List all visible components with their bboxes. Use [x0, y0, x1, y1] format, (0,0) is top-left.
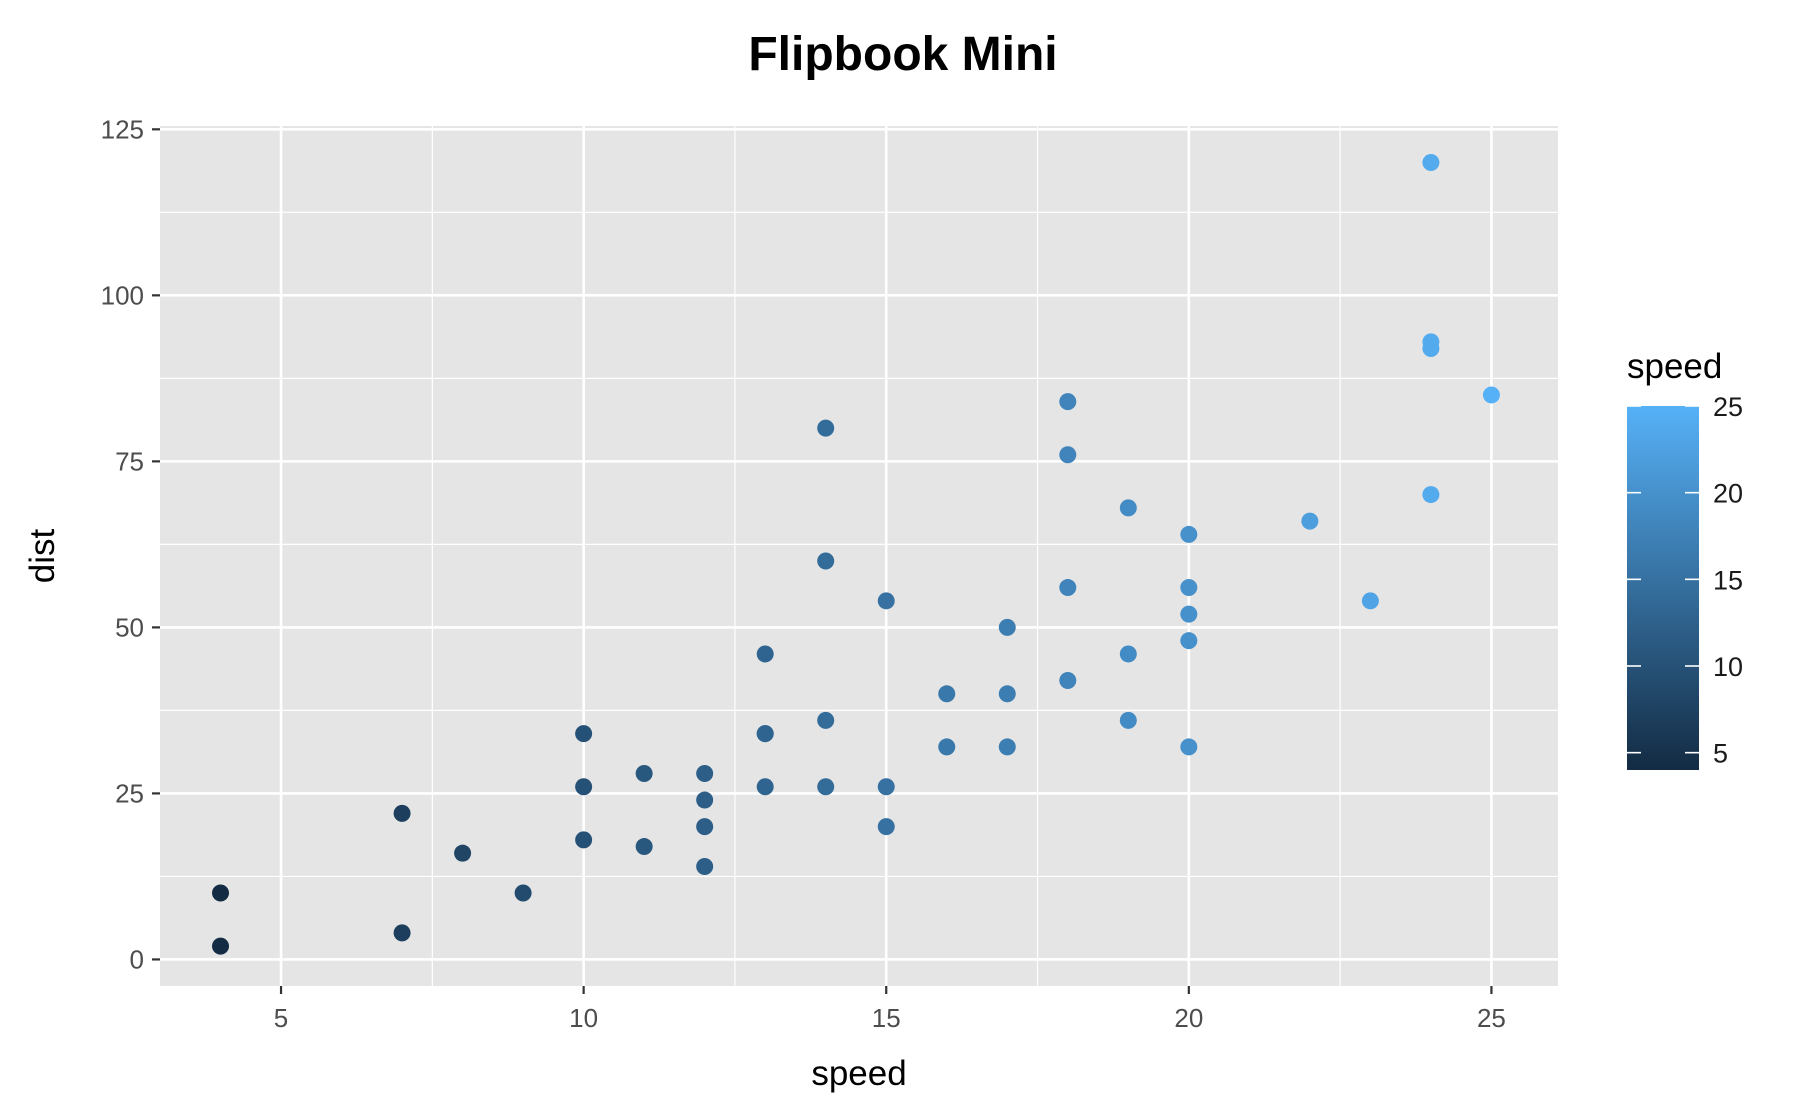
data-point: [998, 618, 1016, 636]
legend-tick-label: 10: [1713, 652, 1743, 682]
y-tick-label: 125: [101, 114, 144, 144]
x-axis-title: speed: [811, 1054, 906, 1093]
chart-title: Flipbook Mini: [748, 28, 1057, 81]
data-point: [1119, 645, 1137, 663]
x-axis: 5 10 15 20 25: [274, 986, 1506, 1033]
data-point: [756, 645, 774, 663]
data-point: [696, 857, 714, 875]
data-point: [938, 685, 956, 703]
data-point: [696, 791, 714, 809]
x-tick-label: 25: [1477, 1003, 1506, 1033]
legend-colorbar: [1627, 406, 1699, 770]
data-point: [1180, 579, 1198, 597]
data-point: [1482, 386, 1500, 404]
data-point: [1119, 499, 1137, 517]
data-point: [1361, 592, 1379, 610]
data-points: [212, 154, 1500, 955]
data-point: [1422, 333, 1440, 351]
y-tick-label: 75: [115, 446, 144, 476]
data-point: [635, 838, 653, 856]
data-point: [998, 738, 1016, 756]
data-point: [817, 778, 835, 796]
data-point: [1059, 579, 1077, 597]
grid-major: [160, 126, 1558, 986]
data-point: [575, 778, 593, 796]
legend-ticks: 5 10 15 20 25: [1627, 392, 1743, 769]
data-point: [877, 592, 895, 610]
data-point: [1301, 512, 1319, 530]
data-point: [393, 924, 411, 942]
y-tick-label: 0: [130, 944, 144, 974]
data-point: [877, 778, 895, 796]
data-point: [1180, 525, 1198, 543]
data-point: [575, 725, 593, 743]
y-tick-label: 25: [115, 778, 144, 808]
data-point: [1180, 738, 1198, 756]
y-axis-title: dist: [23, 528, 62, 583]
y-tick-label: 50: [115, 612, 144, 642]
grid-minor: [160, 126, 1558, 986]
legend-tick-label: 20: [1713, 479, 1743, 509]
x-tick-label: 20: [1174, 1003, 1203, 1033]
y-tick-label: 100: [101, 280, 144, 310]
data-point: [1422, 154, 1440, 172]
data-point: [1059, 446, 1077, 464]
data-point: [575, 831, 593, 849]
data-point: [1119, 711, 1137, 729]
data-point: [1180, 632, 1198, 650]
data-point: [938, 738, 956, 756]
data-point: [877, 818, 895, 836]
data-point: [1059, 393, 1077, 411]
y-axis: 0 25 50 75 100 125: [101, 114, 160, 974]
color-legend: speed 5 10 15 20 25: [1627, 347, 1743, 770]
data-point: [454, 844, 472, 862]
data-point: [393, 804, 411, 822]
data-point: [1059, 672, 1077, 690]
data-point: [817, 711, 835, 729]
data-point: [817, 419, 835, 437]
data-point: [696, 818, 714, 836]
data-point: [696, 764, 714, 782]
x-tick-label: 10: [569, 1003, 598, 1033]
data-point: [817, 552, 835, 570]
data-point: [635, 764, 653, 782]
plot-panel: [160, 126, 1558, 986]
data-point: [1180, 605, 1198, 623]
legend-tick-label: 25: [1713, 392, 1743, 422]
data-point: [514, 884, 532, 902]
data-point: [756, 725, 774, 743]
legend-tick-label: 5: [1713, 739, 1728, 769]
x-tick-label: 15: [872, 1003, 901, 1033]
data-point: [212, 937, 230, 955]
legend-title: speed: [1627, 347, 1722, 386]
data-point: [212, 884, 230, 902]
data-point: [756, 778, 774, 796]
legend-tick-label: 15: [1713, 565, 1743, 595]
data-point: [1422, 486, 1440, 504]
x-tick-label: 5: [274, 1003, 288, 1033]
data-point: [998, 685, 1016, 703]
